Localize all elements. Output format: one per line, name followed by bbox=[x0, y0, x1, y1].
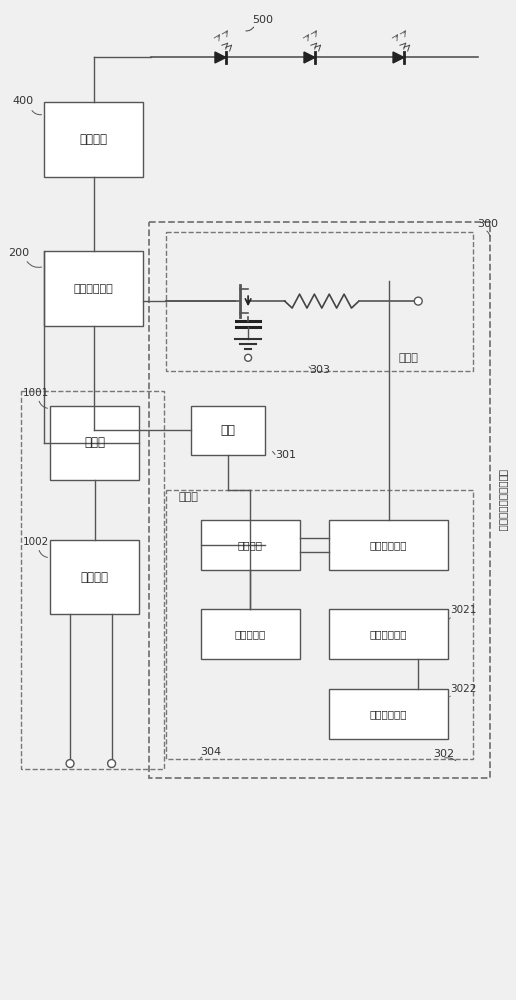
Bar bbox=[329, 520, 448, 570]
Text: 302: 302 bbox=[433, 749, 454, 759]
Text: 3022: 3022 bbox=[450, 684, 476, 694]
Circle shape bbox=[245, 354, 252, 361]
Polygon shape bbox=[393, 52, 404, 63]
Polygon shape bbox=[304, 52, 315, 63]
Text: 采样: 采样 bbox=[220, 424, 235, 437]
Bar bbox=[201, 520, 300, 570]
Text: 400: 400 bbox=[13, 96, 34, 106]
Text: 303: 303 bbox=[310, 365, 330, 375]
Text: 1002: 1002 bbox=[23, 537, 49, 547]
Circle shape bbox=[414, 297, 422, 305]
Text: 导通计算单元: 导通计算单元 bbox=[370, 540, 407, 550]
Text: 限流器: 限流器 bbox=[398, 353, 418, 363]
Bar bbox=[50, 406, 139, 480]
Circle shape bbox=[108, 760, 116, 768]
Bar bbox=[149, 222, 491, 778]
Circle shape bbox=[66, 760, 74, 768]
Bar bbox=[166, 490, 473, 759]
Text: 峰値调节单元: 峰値调节单元 bbox=[370, 709, 407, 719]
Bar bbox=[201, 609, 300, 659]
Bar bbox=[21, 391, 164, 768]
Bar bbox=[166, 232, 473, 371]
Bar bbox=[44, 251, 143, 326]
Polygon shape bbox=[215, 52, 226, 63]
Text: 整流器: 整流器 bbox=[84, 436, 105, 449]
Text: 控制器: 控制器 bbox=[179, 492, 199, 502]
Bar bbox=[329, 689, 448, 739]
Text: 滤波电路: 滤波电路 bbox=[81, 571, 109, 584]
Text: 500: 500 bbox=[252, 15, 273, 25]
Bar bbox=[191, 406, 265, 455]
Text: 304: 304 bbox=[201, 747, 222, 757]
Text: 误差放大单元: 误差放大单元 bbox=[370, 629, 407, 639]
Bar bbox=[50, 540, 139, 614]
Text: 200: 200 bbox=[8, 248, 29, 258]
Bar bbox=[44, 102, 143, 177]
Text: 1001: 1001 bbox=[23, 388, 49, 398]
Text: 功率因数校正控制电路: 功率因数校正控制电路 bbox=[498, 469, 508, 531]
Bar bbox=[329, 609, 448, 659]
Text: 低通滤波器: 低通滤波器 bbox=[234, 629, 266, 639]
Text: 输出模块: 输出模块 bbox=[80, 133, 108, 146]
Text: 300: 300 bbox=[478, 219, 498, 229]
Text: 锁相单元: 锁相单元 bbox=[237, 540, 263, 550]
Text: 301: 301 bbox=[275, 450, 296, 460]
Text: 能量转换模块: 能量转换模块 bbox=[74, 284, 114, 294]
Text: 3021: 3021 bbox=[450, 605, 476, 615]
